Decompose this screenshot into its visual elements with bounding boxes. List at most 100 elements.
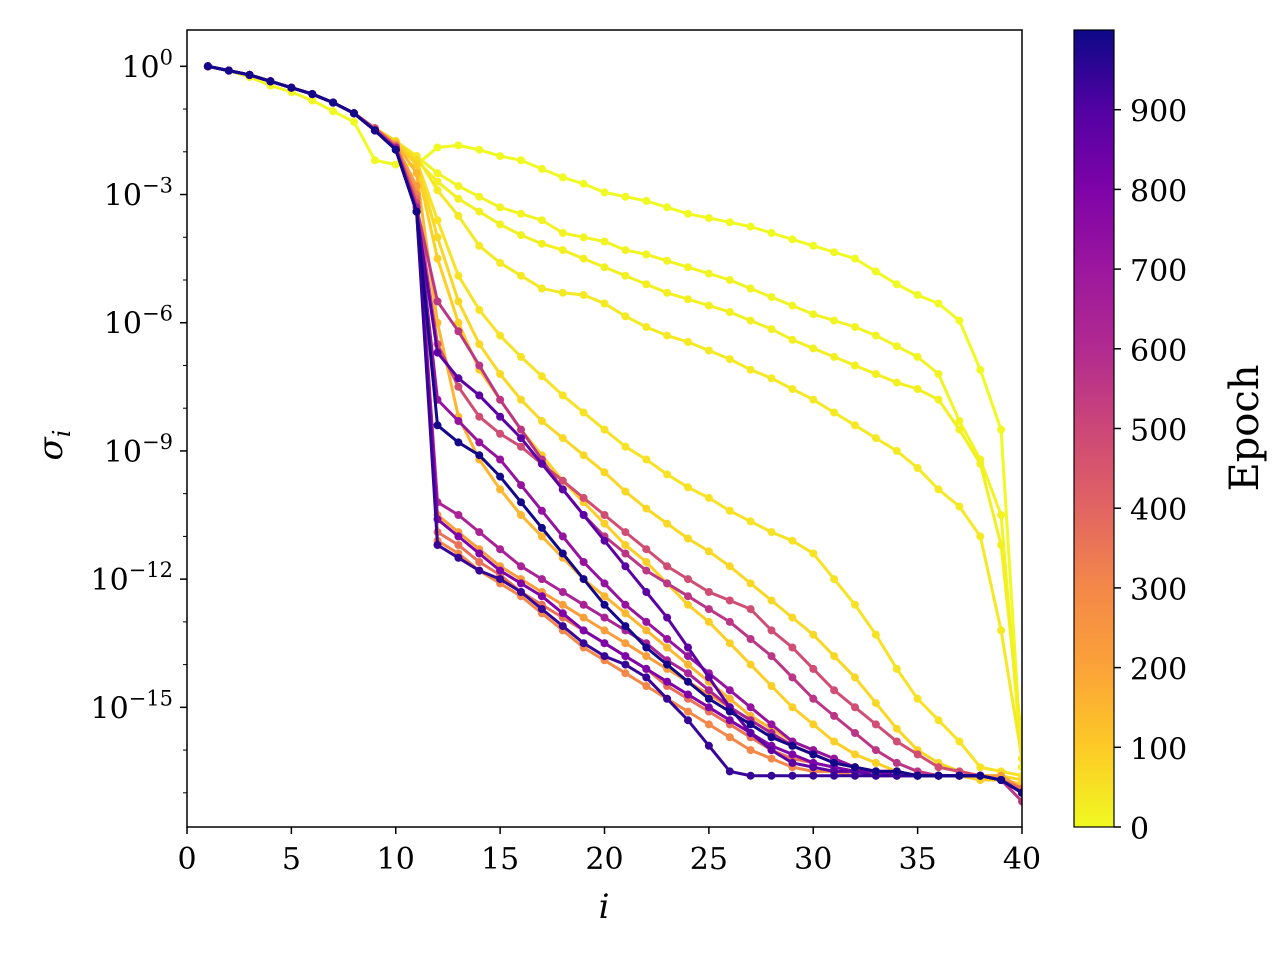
data-point	[913, 291, 922, 299]
data-point	[767, 596, 776, 605]
data-point	[579, 600, 588, 609]
data-point	[224, 66, 233, 75]
data-point	[537, 216, 546, 225]
series-epoch-640	[203, 62, 1022, 797]
data-point	[663, 331, 672, 340]
data-point	[788, 385, 797, 393]
data-point	[767, 733, 776, 742]
colorbar-tick-label: 0	[1130, 812, 1149, 847]
data-point	[496, 485, 505, 494]
data-point	[600, 468, 609, 477]
data-point	[684, 534, 692, 543]
data-point	[642, 323, 651, 331]
data-point	[642, 652, 651, 661]
data-point	[767, 652, 776, 661]
data-point	[955, 502, 964, 511]
data-point	[746, 660, 755, 669]
data-point	[454, 182, 463, 190]
data-point	[830, 771, 839, 780]
data-point	[725, 355, 734, 364]
data-point	[809, 310, 818, 319]
data-point	[830, 316, 839, 325]
data-point	[579, 179, 588, 188]
data-point	[329, 107, 338, 116]
data-point	[851, 323, 859, 331]
data-point	[642, 673, 651, 682]
series-epoch-990	[203, 62, 1022, 797]
data-point	[997, 425, 1006, 434]
data-point	[642, 664, 651, 673]
data-point	[704, 617, 713, 626]
data-point	[350, 117, 358, 126]
data-point	[934, 716, 943, 725]
data-point	[871, 434, 880, 443]
data-point	[830, 248, 839, 257]
data-point	[412, 160, 421, 169]
data-point	[475, 192, 484, 201]
data-point	[809, 664, 818, 673]
data-point	[496, 370, 505, 378]
series-epoch-360	[203, 62, 1022, 793]
data-point	[830, 575, 839, 584]
data-point	[454, 541, 463, 549]
data-point	[370, 156, 379, 165]
data-point	[684, 669, 692, 678]
data-point	[955, 737, 964, 746]
x-tick-label: 10	[377, 842, 415, 877]
x-tick-label: 30	[794, 842, 832, 877]
data-point	[454, 211, 463, 220]
data-point	[704, 703, 713, 712]
y-axis-ticks: 100 10−3 10−6 10−9 10−12 10−15	[90, 45, 187, 794]
data-point	[391, 145, 400, 154]
data-point	[913, 385, 922, 393]
data-point	[496, 203, 505, 212]
data-point	[809, 630, 818, 639]
data-point	[558, 600, 567, 609]
data-point	[475, 145, 484, 154]
data-point	[433, 254, 442, 263]
data-point	[663, 519, 672, 528]
data-point	[517, 352, 525, 361]
data-point	[809, 549, 818, 558]
data-point	[788, 643, 797, 652]
data-point	[454, 194, 463, 203]
data-point	[600, 263, 609, 272]
data-point	[558, 622, 567, 631]
data-point	[684, 338, 692, 346]
data-point	[955, 316, 964, 325]
data-point	[558, 549, 567, 558]
data-point	[976, 763, 985, 772]
data-point	[892, 280, 901, 289]
data-point	[830, 758, 839, 767]
data-point	[370, 126, 379, 135]
data-point	[600, 600, 609, 609]
data-point	[997, 541, 1006, 549]
data-point	[558, 485, 567, 494]
data-point	[767, 293, 776, 302]
data-point	[871, 699, 880, 708]
data-point	[704, 547, 713, 556]
data-point	[871, 630, 880, 639]
data-point	[684, 643, 692, 652]
data-point	[537, 592, 546, 601]
data-point	[851, 750, 859, 759]
data-point	[997, 776, 1006, 784]
data-point	[976, 771, 985, 780]
colorbar-tick-label: 800	[1130, 174, 1187, 209]
series-epoch-560	[203, 62, 1022, 806]
data-point	[767, 746, 776, 755]
data-point	[433, 541, 442, 549]
data-point	[663, 643, 672, 652]
series-epoch-220	[203, 62, 1022, 793]
data-point	[663, 579, 672, 588]
x-tick-label: 5	[282, 842, 301, 877]
data-point	[308, 96, 317, 105]
data-point	[955, 771, 964, 780]
data-point	[851, 763, 859, 772]
data-point	[266, 77, 275, 86]
data-point	[830, 711, 839, 720]
data-point	[892, 737, 901, 746]
data-point	[454, 553, 463, 562]
data-point	[684, 652, 692, 661]
data-point	[1018, 763, 1022, 772]
